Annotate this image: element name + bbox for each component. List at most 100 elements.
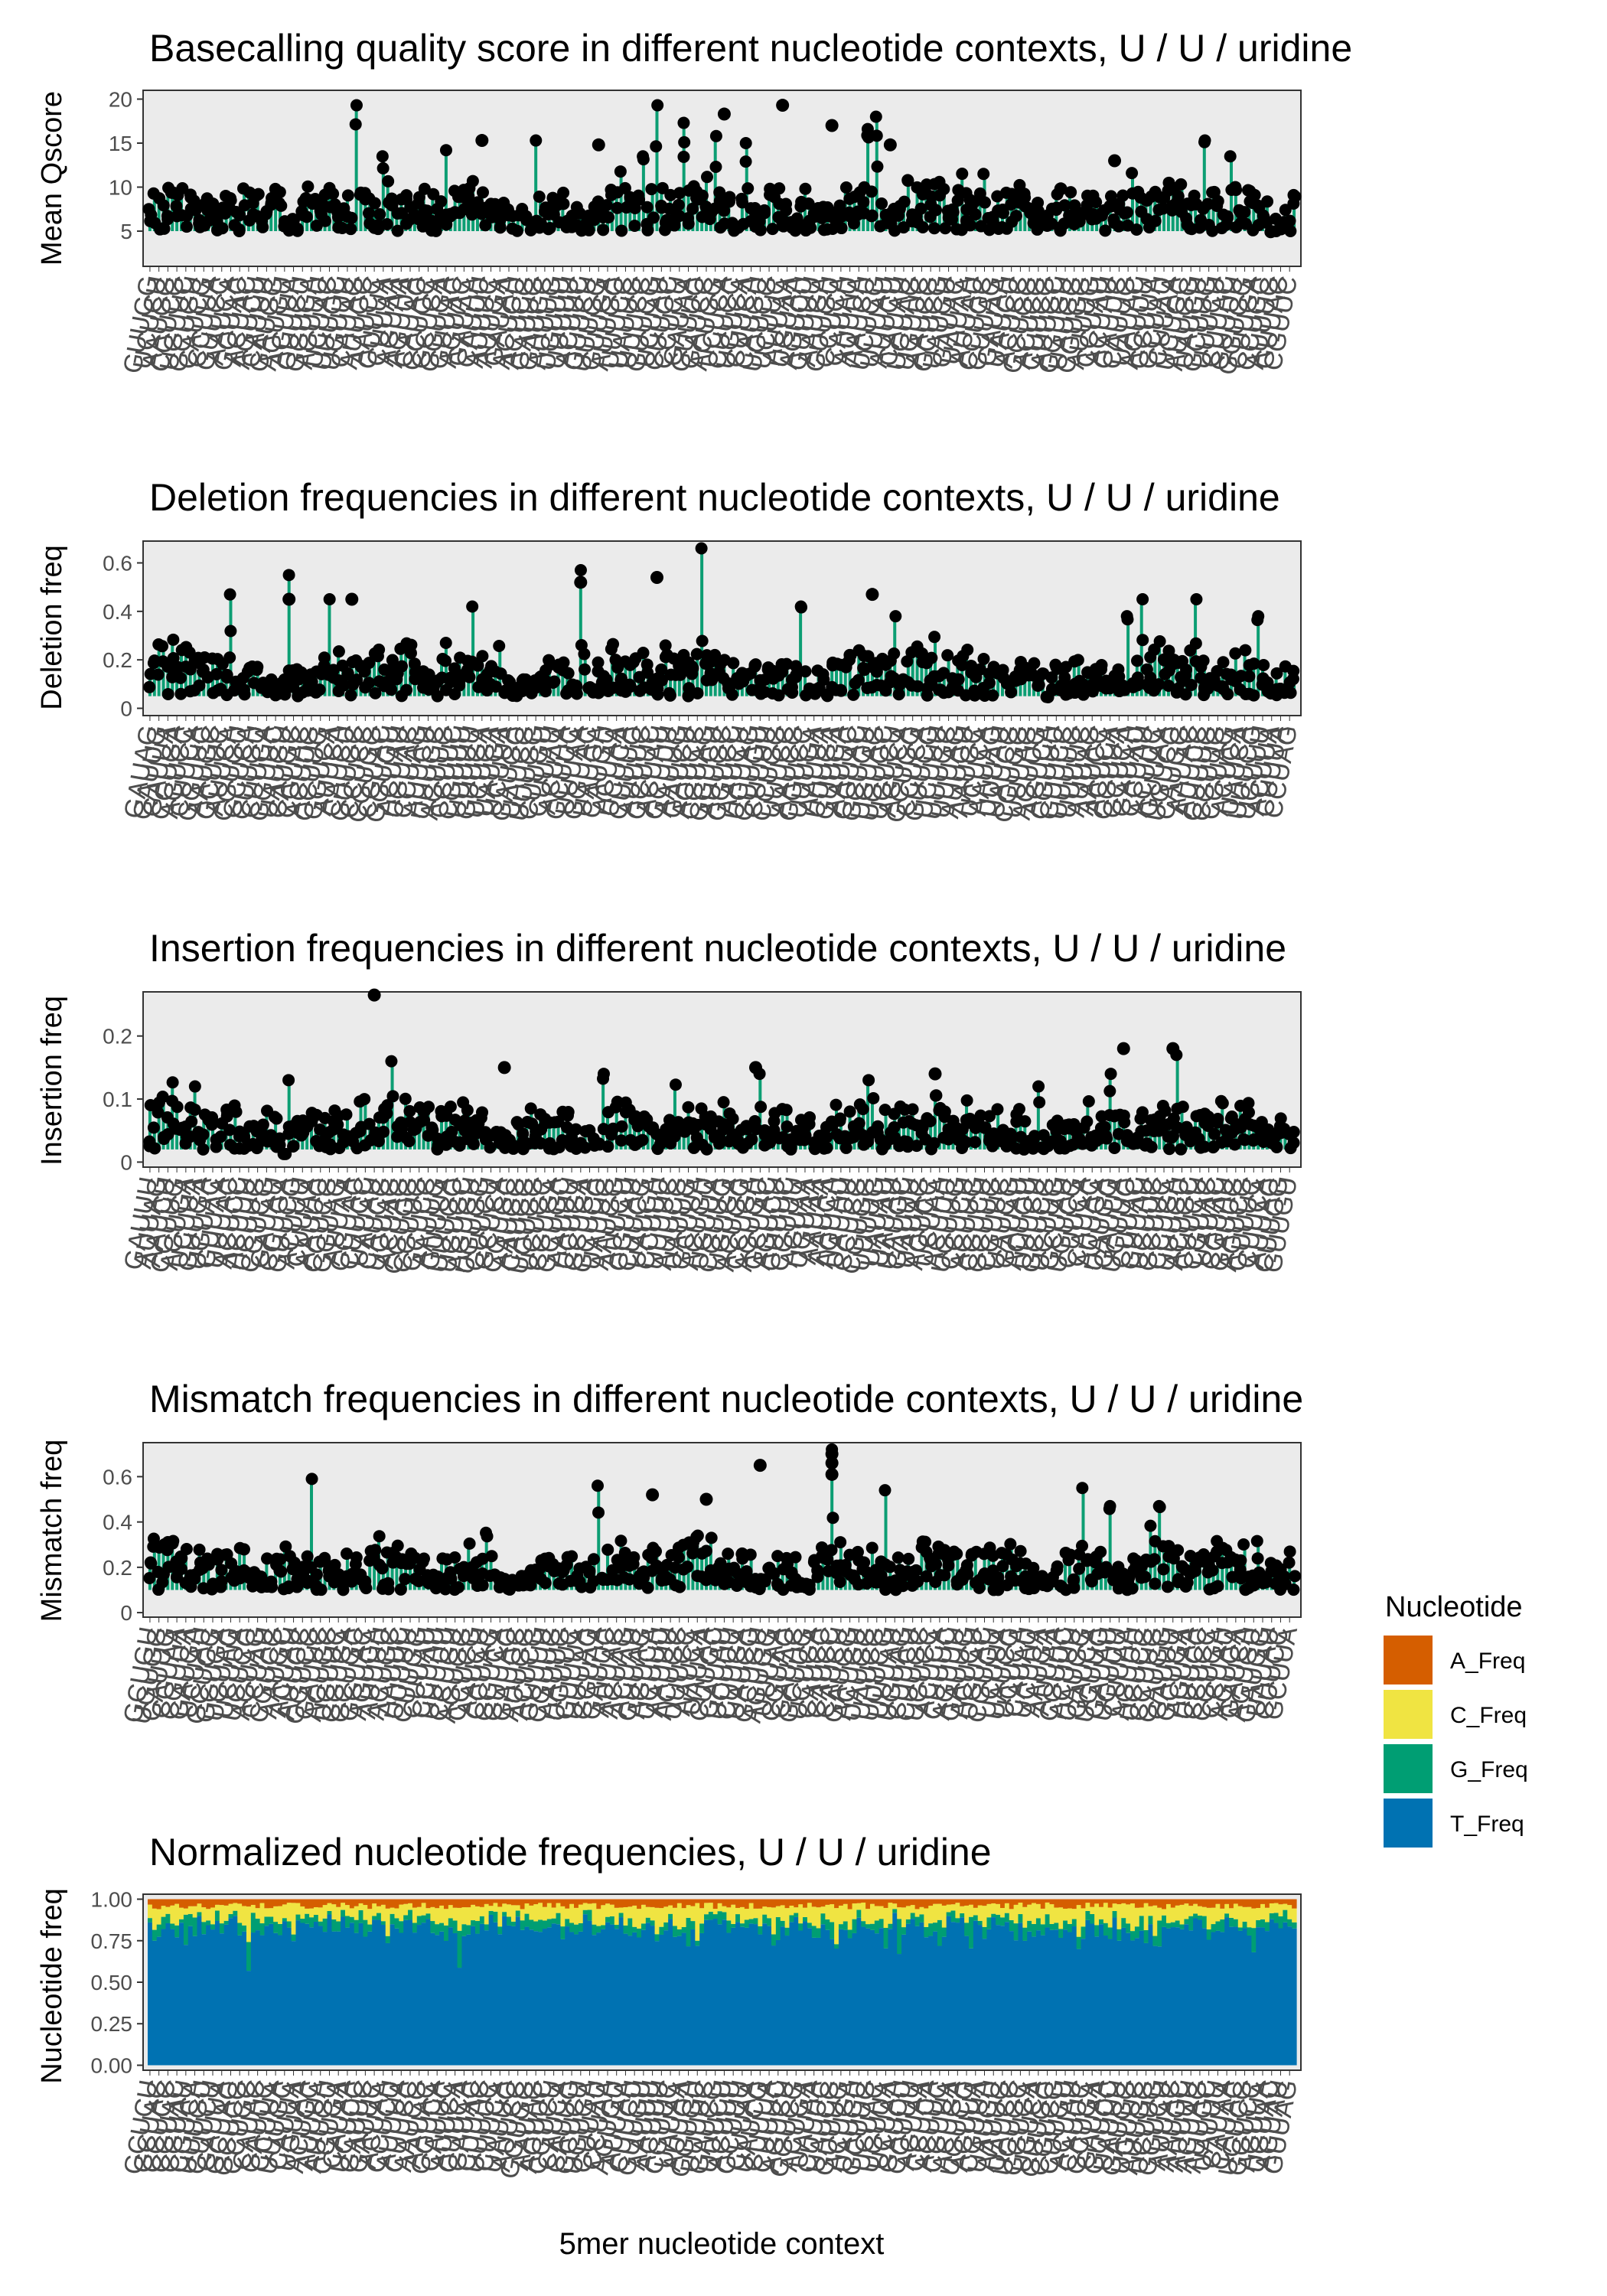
data-point [677, 116, 690, 129]
data-point [835, 222, 848, 235]
data-point [973, 1581, 986, 1594]
bar-a-freq [165, 1899, 171, 1907]
panel-mismatch: Mismatch frequencies in different nucleo… [36, 1378, 1303, 1727]
data-point [651, 688, 664, 701]
outlier-point [345, 592, 359, 606]
bar-c-freq [201, 1907, 207, 1923]
qscore-title: Basecalling quality score in different n… [149, 27, 1352, 70]
data-point [1286, 673, 1299, 686]
bar-g-freq [380, 1921, 386, 1925]
data-point [1153, 635, 1166, 648]
data-point [557, 186, 570, 199]
data-point [686, 202, 699, 215]
bar-t-freq [305, 1923, 310, 2066]
bar-t-freq [165, 1923, 171, 2066]
bar-c-freq [488, 1906, 494, 1911]
insertion-title: Insertion frequencies in different nucle… [149, 927, 1286, 970]
data-point [1094, 1545, 1107, 1558]
data-point [358, 1093, 371, 1106]
bar-g-freq [233, 1910, 238, 1916]
data-point [323, 593, 336, 605]
data-point [739, 137, 752, 149]
data-point [360, 1582, 373, 1595]
bar-a-freq [264, 1899, 269, 1909]
data-point [193, 679, 206, 692]
bar-a-freq [394, 1899, 399, 1909]
bar-a-freq [430, 1899, 435, 1907]
data-point [672, 198, 685, 211]
data-point [385, 1055, 398, 1068]
data-point [504, 676, 517, 689]
data-point [373, 208, 386, 221]
data-point [928, 631, 941, 644]
data-point [404, 647, 417, 660]
data-point [950, 1548, 963, 1561]
data-point [533, 191, 546, 204]
bar-t-freq [331, 1931, 337, 2066]
data-point [1238, 206, 1251, 219]
bar-g-freq [255, 1918, 261, 1931]
bar-g-freq [376, 1913, 382, 1920]
data-point [210, 667, 223, 680]
bar-t-freq [278, 1935, 283, 2066]
y-tick-label: 0.2 [103, 1025, 132, 1049]
bar-c-freq [452, 1907, 458, 1921]
deletion-y-label: Deletion freq [36, 545, 68, 709]
data-point [939, 222, 952, 235]
data-point [427, 188, 440, 201]
bar-g-freq [269, 1916, 274, 1924]
data-point [690, 647, 703, 660]
bar-g-freq [336, 1921, 341, 1932]
data-point [611, 201, 624, 214]
bar-t-freq [183, 1945, 189, 2066]
data-point [961, 644, 974, 657]
data-point [170, 200, 183, 213]
bar-a-freq [201, 1899, 207, 1908]
mismatch-x-ticks: GCUGUUGUGGGAUUGCGUAACGUUAGAUGAUCUAUGCUGG… [118, 1617, 1303, 1727]
insertion-x-ticks: GAUUUAUUAGAAUCUCGUUGAGUGAUCUUAGUUGAUGUAC… [119, 1167, 1303, 1277]
outlier-point [699, 1492, 713, 1506]
bar-g-freq [349, 1916, 355, 1923]
data-point [171, 1101, 184, 1114]
data-point [615, 1120, 628, 1133]
data-point [856, 1103, 869, 1116]
data-point [744, 1548, 757, 1561]
data-point [659, 639, 672, 652]
bar-g-freq [385, 1936, 391, 1943]
y-tick-label: 15 [109, 132, 132, 155]
nucleotide-bars [148, 1899, 1297, 2066]
data-point [1136, 634, 1149, 647]
data-point [897, 221, 910, 234]
data-point [889, 610, 902, 623]
data-point [790, 668, 803, 681]
data-point [453, 679, 466, 692]
bar-g-freq [452, 1920, 458, 1933]
data-point [230, 1105, 243, 1118]
data-point [1189, 637, 1202, 650]
data-point [310, 1568, 323, 1581]
data-point [344, 223, 357, 236]
bar-c-freq [358, 1903, 364, 1910]
bar-c-freq [282, 1904, 288, 1919]
bar-a-freq [488, 1899, 494, 1906]
bar-c-freq [313, 1906, 319, 1915]
outlier-point [825, 1456, 839, 1470]
bar-g-freq [502, 1912, 507, 1916]
bar-a-freq [336, 1899, 341, 1907]
data-point [650, 140, 663, 153]
bar-c-freq [223, 1905, 230, 1921]
data-point [695, 542, 708, 555]
data-point [1104, 1068, 1117, 1081]
data-point [1033, 1096, 1046, 1109]
data-point [1136, 593, 1149, 605]
bar-g-freq [471, 1920, 476, 1926]
bar-c-freq [246, 1906, 252, 1942]
data-point [421, 204, 434, 217]
bar-t-freq [376, 1919, 382, 2066]
bar-c-freq [309, 1908, 315, 1918]
data-point [1103, 1084, 1116, 1097]
data-point [301, 1550, 314, 1563]
data-point [655, 663, 668, 676]
mismatch-title: Mismatch frequencies in different nucleo… [149, 1378, 1303, 1420]
data-point [1148, 1553, 1161, 1566]
